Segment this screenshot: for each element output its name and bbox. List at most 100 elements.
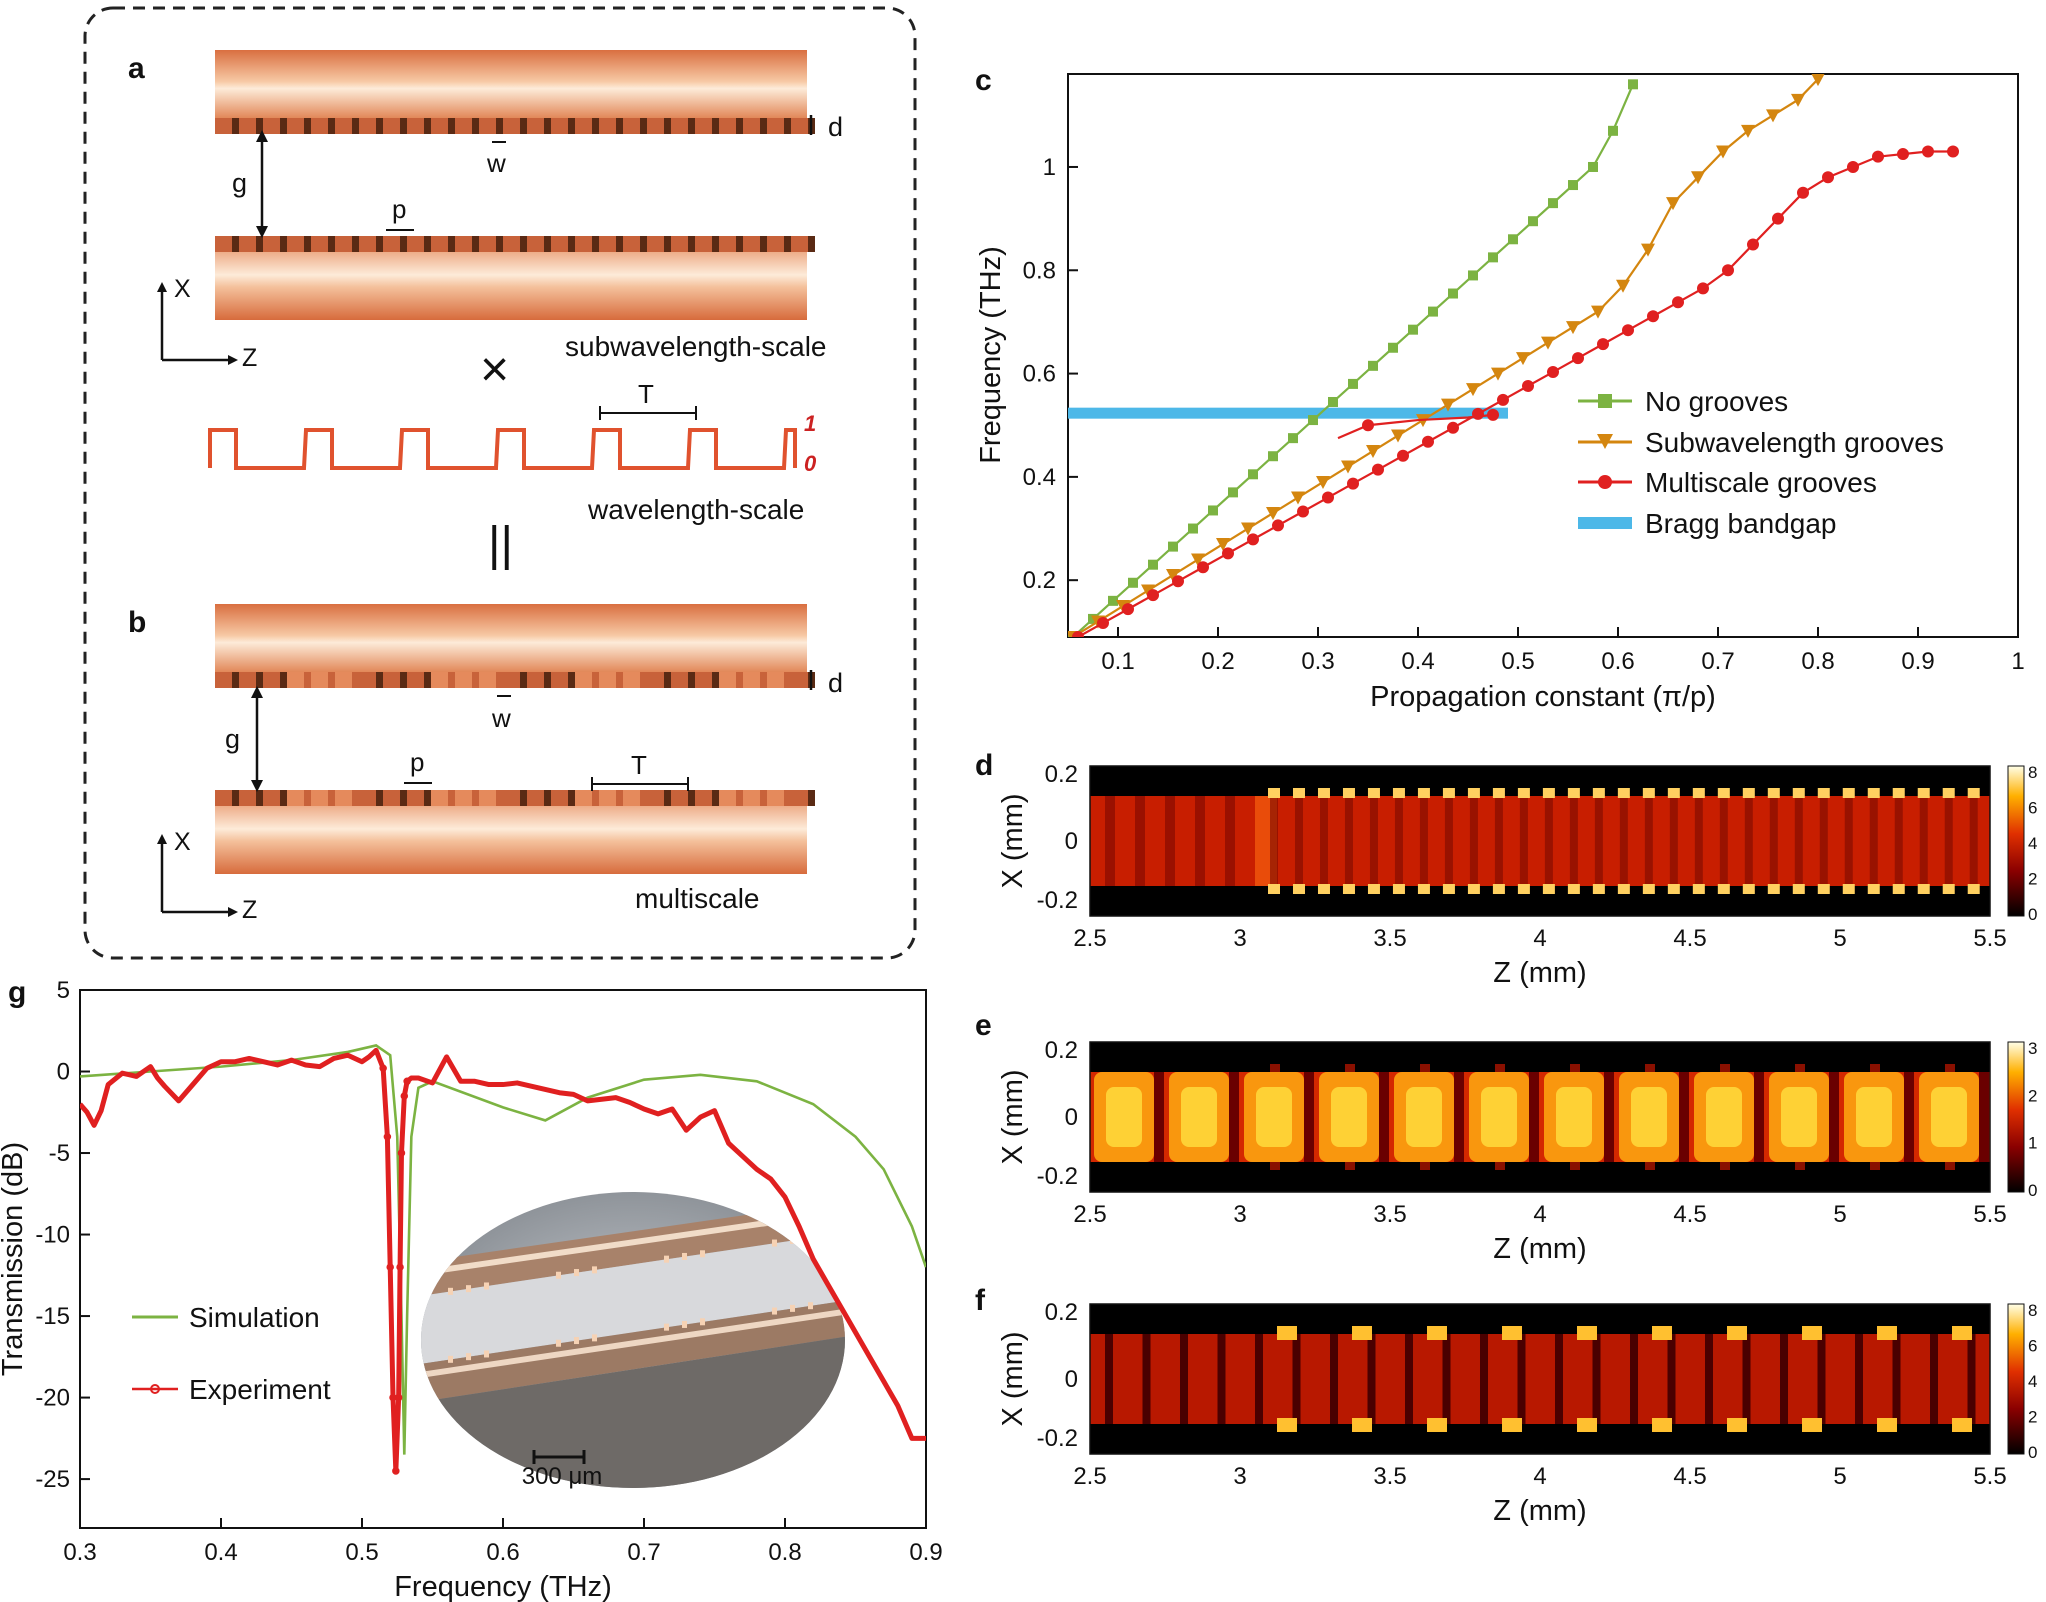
groove (671, 236, 688, 252)
data-point (392, 1467, 400, 1475)
width-label-a: w (486, 148, 506, 178)
panel-label-c: c (975, 64, 992, 97)
groove (743, 118, 760, 134)
groove (575, 118, 592, 134)
groove (311, 790, 328, 806)
groove-gap (664, 672, 671, 688)
groove (407, 118, 424, 134)
data-point (1248, 469, 1258, 480)
groove (383, 672, 400, 688)
hotspot (1642, 788, 1655, 798)
hotspot (1967, 788, 1980, 798)
groove (479, 672, 496, 688)
groove (719, 236, 736, 252)
groove-gap (424, 118, 431, 134)
hotspot (1268, 884, 1280, 894)
z-tick-label: 3.5 (1373, 1463, 1406, 1490)
chart-c-ylabel: Frequency (THz) (975, 246, 1007, 464)
groove (791, 790, 808, 806)
groove (215, 672, 232, 688)
data-point (1247, 533, 1259, 546)
hotspot (1792, 884, 1805, 894)
groove-gap (472, 236, 479, 252)
chart-c-ticks: 0.1 0.2 0.3 0.4 0.5 0.6 0.7 0.8 0.9 1 0.2 0.4 0.6 0.8… (1023, 154, 2025, 675)
hotspot (1867, 788, 1880, 798)
groove-gap (328, 672, 335, 688)
data-point (1428, 306, 1438, 317)
groove-gap (376, 672, 383, 688)
groove-gap (616, 118, 623, 134)
x-tick-label: 0.1 (1101, 648, 1134, 675)
panel-e: e 2.5 3 3.5 4 4.5 5 5.5 0.2 0 -0.2 Z (mm) X (mm) 3 2 1… (975, 1009, 2037, 1265)
groove (551, 118, 568, 134)
axis-x-label-b: X (174, 828, 191, 856)
legend-experiment: Experiment (189, 1374, 331, 1405)
period-label-a: p (392, 194, 406, 224)
simulation-line (80, 1044, 926, 1455)
x-tick-label: -0.2 (1037, 1163, 1078, 1190)
z-tick-label: 5.5 (1973, 1463, 2006, 1490)
y-tick-label: 1 (1043, 154, 1056, 181)
hotspot (1942, 788, 1955, 798)
hotspot (1892, 884, 1905, 894)
data-point (1666, 197, 1680, 211)
groove (311, 118, 328, 134)
groove-gap (808, 236, 815, 252)
groove (791, 236, 808, 252)
hotspot (1952, 1418, 1972, 1432)
colorbar-label: 4 (2028, 1372, 2037, 1391)
groove (551, 672, 568, 688)
data-point (1128, 577, 1138, 588)
hotspot (1917, 788, 1930, 798)
groove (359, 790, 376, 806)
groove-gap (640, 672, 647, 688)
hotspot (1417, 788, 1430, 798)
groove-gap (232, 236, 239, 252)
groove-gap (544, 236, 551, 252)
groove (503, 790, 520, 806)
data-point (1791, 93, 1805, 107)
hotspot (1717, 788, 1730, 798)
hotspot (1967, 884, 1980, 894)
data-point (1608, 125, 1618, 136)
groove (455, 236, 472, 252)
data-point (1747, 238, 1759, 251)
colorbar-label: 2 (2028, 870, 2037, 889)
groove (527, 672, 544, 688)
y-tick-label: -15 (35, 1303, 70, 1330)
data-point (1811, 74, 1825, 87)
groove (623, 790, 640, 806)
groove-gap (400, 672, 407, 688)
square-wave (208, 428, 797, 470)
groove (479, 118, 496, 134)
data-point (1216, 538, 1230, 552)
hotspot (1727, 1326, 1747, 1340)
data-point (1741, 124, 1755, 138)
data-point (1566, 321, 1580, 335)
groove-gap (280, 790, 287, 806)
hotspot (1292, 884, 1305, 894)
legend-subwavelength: Subwavelength grooves (1645, 427, 1944, 458)
groove-gap (400, 236, 407, 252)
data-point (1488, 252, 1498, 263)
y-tick-label: -10 (35, 1222, 70, 1249)
groove (407, 236, 424, 252)
wave-high-label: 1 (804, 411, 816, 436)
groove (359, 672, 376, 688)
groove (719, 118, 736, 134)
groove-gap (712, 672, 719, 688)
x-tick-label: 0.8 (768, 1539, 801, 1566)
data-point (1208, 505, 1218, 516)
data-point (1588, 161, 1598, 172)
groove-gap (496, 790, 503, 806)
groove (215, 790, 232, 806)
hotspot (1817, 788, 1830, 798)
hotspot (1652, 1418, 1672, 1432)
groove-gap (424, 672, 431, 688)
colorbar-label: 6 (2028, 1337, 2037, 1356)
groove-gap (616, 236, 623, 252)
field-core (1090, 796, 1990, 886)
panel-c: c 0.1 0.2 0.3 0.4 0.5 0.6 0.7 0.8 0.9 10.20.40.60… (975, 64, 2025, 713)
groove-gap (640, 118, 647, 134)
groove-gap (448, 236, 455, 252)
